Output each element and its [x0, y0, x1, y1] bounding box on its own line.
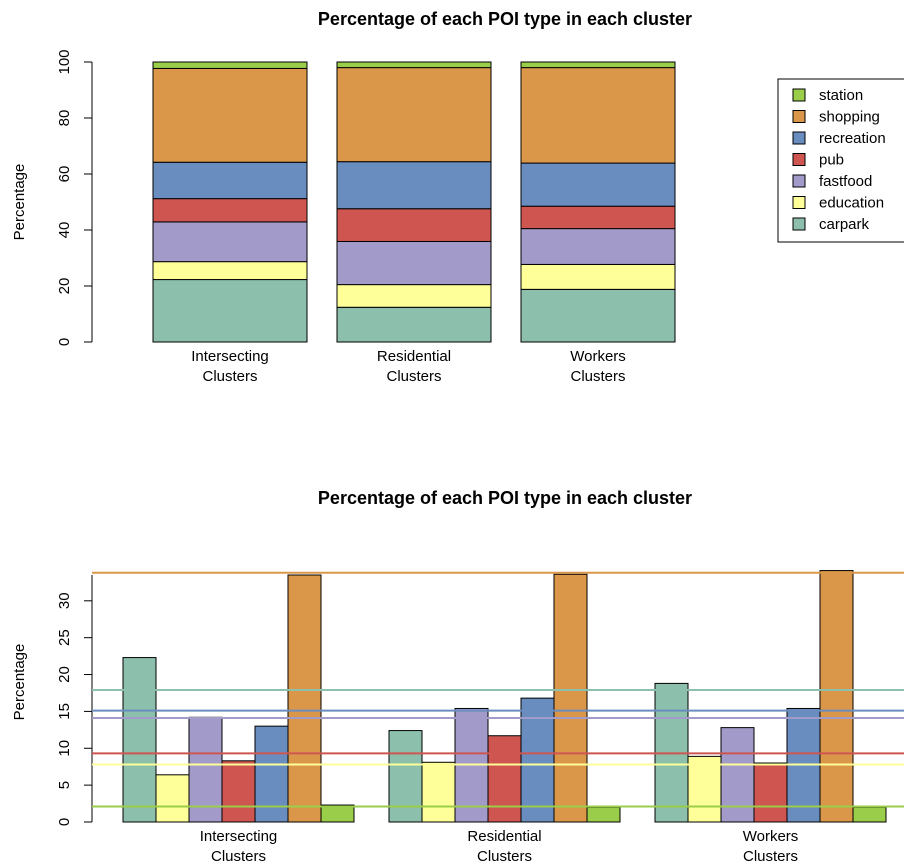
y-tick-label: 30 — [56, 592, 73, 609]
bar-fastfood — [188, 716, 223, 823]
legend: station shopping recreation pub fastfood educ… — [777, 78, 904, 243]
bar-carpark — [122, 657, 157, 823]
x-tick-label: Clusters — [477, 848, 532, 865]
legend-swatch-carpark — [792, 217, 806, 231]
y-tick-label: 20 — [56, 278, 73, 295]
bar-station — [852, 806, 887, 823]
x-tick-label: Clusters — [570, 368, 625, 385]
bar-segment-pub — [152, 198, 308, 223]
legend-swatch-education — [792, 196, 806, 209]
legend-swatch-recreation — [792, 131, 806, 145]
bar-carpark — [388, 730, 423, 823]
y-tick-label: 10 — [56, 740, 73, 757]
bar-segment-carpark — [336, 306, 492, 343]
legend-label-education: education — [819, 195, 884, 212]
bar-shopping — [819, 570, 854, 823]
bar-segment-fastfood — [336, 240, 492, 286]
chart-title: Percentage of each POI type in each clus… — [318, 488, 692, 508]
x-tick-label: Residential — [377, 348, 451, 365]
legend-label-recreation: recreation — [819, 130, 886, 147]
bar-segment-education — [152, 261, 308, 281]
y-tick-label: 0 — [56, 338, 73, 346]
bar-shopping — [553, 573, 588, 823]
x-tick-label: Workers — [570, 348, 626, 365]
bars — [152, 61, 676, 343]
bar-fastfood — [720, 727, 755, 823]
bar-segment-pub — [336, 208, 492, 242]
chart-title: Percentage of each POI type in each clus… — [318, 9, 692, 29]
y-tick-label: 80 — [56, 110, 73, 127]
x-tick-label: Intersecting — [200, 828, 278, 845]
bar-pub — [753, 762, 788, 823]
x-tick-label: Intersecting — [191, 348, 269, 365]
y-tick-label: 100 — [56, 49, 73, 74]
bar-segment-shopping — [520, 67, 676, 164]
bar-segment-fastfood — [152, 221, 308, 263]
bar-recreation — [254, 725, 289, 823]
bar-segment-station — [520, 61, 676, 69]
x-tick-label: Workers — [743, 828, 799, 845]
bar-station — [586, 806, 621, 823]
legend-frame — [777, 78, 904, 243]
bar-station — [320, 804, 355, 823]
x-tick-label: Residential — [467, 828, 541, 845]
y-ticks: 0 5 10 15 20 25 30 — [56, 592, 92, 826]
x-tick-label: Clusters — [202, 368, 257, 385]
legend-swatch-shopping — [792, 110, 806, 123]
legend-swatch-pub — [792, 153, 806, 166]
y-axis-label: Percentage — [11, 644, 28, 721]
bar-education — [687, 755, 722, 823]
bar-recreation — [520, 697, 555, 823]
bar-segment-carpark — [520, 288, 676, 343]
bar-education — [421, 761, 456, 823]
x-tick-label: Clusters — [386, 368, 441, 385]
legend-label-shopping: shopping — [819, 109, 880, 126]
y-tick-label: 20 — [56, 666, 73, 683]
bar-segment-shopping — [336, 67, 492, 163]
bars — [122, 570, 887, 823]
bar-segment-pub — [520, 205, 676, 230]
y-tick-label: 15 — [56, 703, 73, 720]
x-tick-label: Clusters — [211, 848, 266, 865]
legend-label-station: station — [819, 87, 863, 104]
bar-segment-station — [336, 61, 492, 69]
y-tick-label: 40 — [56, 222, 73, 239]
bar-segment-recreation — [152, 161, 308, 200]
x-tick-labels: Intersecting Clusters Residential Clusters W… — [191, 348, 626, 385]
bar-segment-recreation — [336, 161, 492, 210]
bar-shopping — [287, 574, 322, 823]
x-tick-label: Clusters — [743, 848, 798, 865]
grouped-bar-chart: Percentage of each POI type in each clus… — [11, 488, 904, 865]
legend-label-carpark: carpark — [819, 216, 870, 233]
y-tick-label: 0 — [56, 818, 73, 826]
legend-swatch-fastfood — [792, 174, 806, 188]
y-ticks: 0 20 40 60 80 100 — [56, 49, 92, 346]
bar-segment-education — [336, 284, 492, 308]
stacked-bar-chart: Percentage of each POI type in each clus… — [11, 9, 904, 385]
bar-segment-fastfood — [520, 228, 676, 265]
bar-segment-carpark — [152, 279, 308, 343]
bar-segment-shopping — [152, 67, 308, 163]
bar-pub — [221, 760, 256, 823]
legend-label-pub: pub — [819, 152, 844, 169]
y-axis-label: Percentage — [11, 164, 28, 241]
bar-segment-station — [152, 61, 308, 69]
legend-swatch-station — [792, 88, 806, 102]
legend-label-fastfood: fastfood — [819, 173, 872, 190]
y-tick-label: 25 — [56, 629, 73, 646]
bar-segment-education — [520, 263, 676, 290]
x-tick-labels: Intersecting Clusters Residential Clusters W… — [200, 828, 799, 865]
bar-segment-recreation — [520, 162, 676, 207]
y-tick-label: 5 — [56, 781, 73, 789]
bar-pub — [487, 735, 522, 823]
y-tick-label: 60 — [56, 166, 73, 183]
reference-lines — [92, 571, 904, 808]
bar-education — [155, 774, 190, 823]
